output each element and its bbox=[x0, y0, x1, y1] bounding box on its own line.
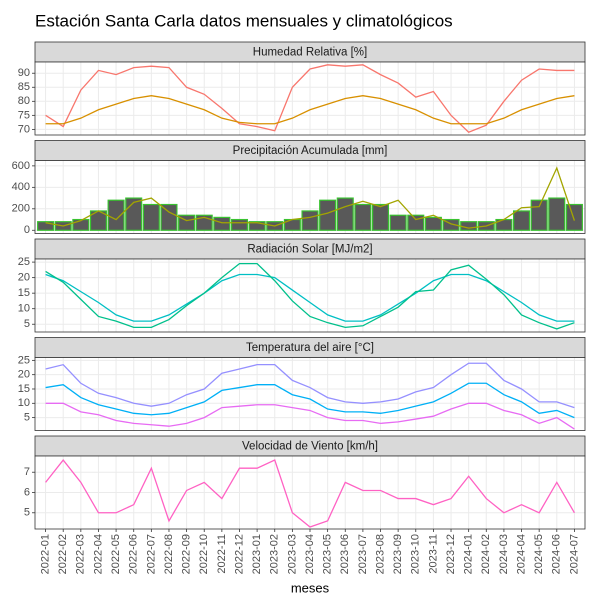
x-tick-label: 2022-10 bbox=[198, 534, 210, 574]
x-tick-label: 2022-02 bbox=[57, 534, 69, 574]
y-tick-label: 600 bbox=[12, 160, 30, 172]
bar bbox=[142, 203, 160, 231]
y-tick-label: 25 bbox=[18, 256, 30, 268]
y-tick-label: 400 bbox=[12, 181, 30, 193]
x-tick-label: 2024-02 bbox=[480, 534, 492, 574]
y-tick-label: 90 bbox=[18, 67, 30, 79]
y-tick-label: 7 bbox=[24, 466, 30, 478]
bar bbox=[389, 214, 407, 231]
bar bbox=[371, 203, 390, 231]
y-tick-label: 5 bbox=[24, 507, 30, 519]
bar bbox=[301, 210, 319, 231]
y-tick-label: 0 bbox=[24, 224, 30, 236]
y-tick-label: 200 bbox=[12, 203, 30, 215]
bar bbox=[513, 210, 531, 231]
x-tick-label: 2023-10 bbox=[410, 534, 422, 574]
bar bbox=[37, 221, 55, 231]
y-tick-label: 20 bbox=[18, 272, 30, 284]
bar bbox=[107, 199, 125, 231]
panel-border bbox=[34, 258, 586, 333]
x-tick-label: 2022-08 bbox=[163, 534, 175, 574]
x-tick-label: 2022-04 bbox=[92, 534, 104, 574]
bar bbox=[160, 203, 178, 231]
bar bbox=[230, 218, 249, 231]
x-tick-label: 2022-11 bbox=[216, 534, 228, 574]
bar bbox=[72, 218, 90, 231]
line bbox=[45, 95, 575, 125]
line bbox=[45, 273, 575, 322]
panel-border bbox=[34, 160, 586, 234]
x-tick-label: 2022-09 bbox=[181, 534, 193, 574]
x-tick-label: 2023-09 bbox=[392, 534, 404, 574]
x-tick-label: 2023-07 bbox=[357, 534, 369, 574]
x-tick-label: 2023-02 bbox=[269, 534, 281, 574]
x-tick-label: 2023-04 bbox=[304, 534, 316, 574]
x-tick-label: 2023-06 bbox=[339, 534, 351, 574]
bar bbox=[248, 221, 266, 231]
line bbox=[45, 402, 575, 430]
bar bbox=[407, 214, 425, 231]
bar bbox=[548, 197, 566, 231]
x-tick-label: 2022-05 bbox=[110, 534, 122, 574]
y-tick-label: 6 bbox=[24, 486, 30, 498]
line bbox=[45, 166, 576, 229]
x-tick-label: 2024-06 bbox=[551, 534, 563, 574]
panel-border bbox=[34, 61, 586, 136]
line bbox=[45, 459, 575, 528]
bar bbox=[213, 216, 231, 231]
panel-title: Radiación Solar [MJ/m2] bbox=[247, 244, 372, 256]
panel-border bbox=[34, 357, 586, 431]
bar bbox=[354, 203, 372, 231]
y-tick-label: 75 bbox=[18, 109, 30, 121]
x-tick-label: 2024-04 bbox=[515, 534, 527, 574]
y-tick-label: 70 bbox=[18, 123, 30, 135]
x-tick-label: 2023-11 bbox=[427, 534, 439, 574]
y-tick-label: 5 bbox=[24, 318, 30, 330]
panel-title: Velocidad de Viento [km/h] bbox=[242, 441, 378, 453]
x-tick-label: 2023-08 bbox=[374, 534, 386, 574]
y-tick-label: 10 bbox=[18, 303, 30, 315]
x-tick-label: 2024-07 bbox=[568, 534, 580, 574]
y-tick-label: 15 bbox=[18, 383, 30, 395]
panel-title: Temperatura del aire [°C] bbox=[246, 342, 374, 354]
bar bbox=[424, 216, 442, 231]
line bbox=[45, 64, 575, 133]
y-tick-label: 80 bbox=[18, 95, 30, 107]
bar bbox=[530, 199, 548, 231]
bar bbox=[442, 218, 460, 231]
x-tick-label: 2022-03 bbox=[75, 534, 87, 574]
bar bbox=[319, 199, 337, 231]
bar bbox=[460, 221, 478, 231]
x-tick-label: 2022-12 bbox=[233, 534, 245, 574]
x-axis-label: meses bbox=[291, 580, 330, 595]
y-tick-label: 5 bbox=[24, 412, 30, 424]
chart-title: Estación Santa Carla datos mensuales y c… bbox=[35, 11, 453, 30]
line bbox=[45, 382, 575, 419]
x-tick-label: 2022-07 bbox=[145, 534, 157, 574]
y-tick-label: 20 bbox=[18, 369, 30, 381]
y-tick-label: 25 bbox=[18, 354, 30, 366]
x-tick-label: 2023-01 bbox=[251, 534, 263, 574]
y-tick-label: 15 bbox=[18, 287, 30, 299]
x-tick-label: 2022-06 bbox=[128, 534, 140, 574]
line bbox=[45, 362, 575, 409]
bar bbox=[336, 197, 354, 231]
x-tick-label: 2023-12 bbox=[445, 534, 457, 574]
y-tick-label: 85 bbox=[18, 81, 30, 93]
x-tick-label: 2024-03 bbox=[498, 534, 510, 574]
x-tick-label: 2024-05 bbox=[533, 534, 545, 574]
y-tick-label: 10 bbox=[18, 397, 30, 409]
bar bbox=[565, 203, 583, 231]
x-tick-label: 2022-01 bbox=[39, 534, 51, 574]
x-tick-label: 2023-05 bbox=[322, 534, 334, 574]
panel-title: Precipitación Acumulada [mm] bbox=[233, 145, 388, 157]
line bbox=[45, 263, 575, 330]
x-tick-label: 2024-01 bbox=[463, 534, 475, 574]
x-tick-label: 2023-03 bbox=[286, 534, 298, 574]
panel-title: Humedad Relativa [%] bbox=[253, 47, 367, 59]
